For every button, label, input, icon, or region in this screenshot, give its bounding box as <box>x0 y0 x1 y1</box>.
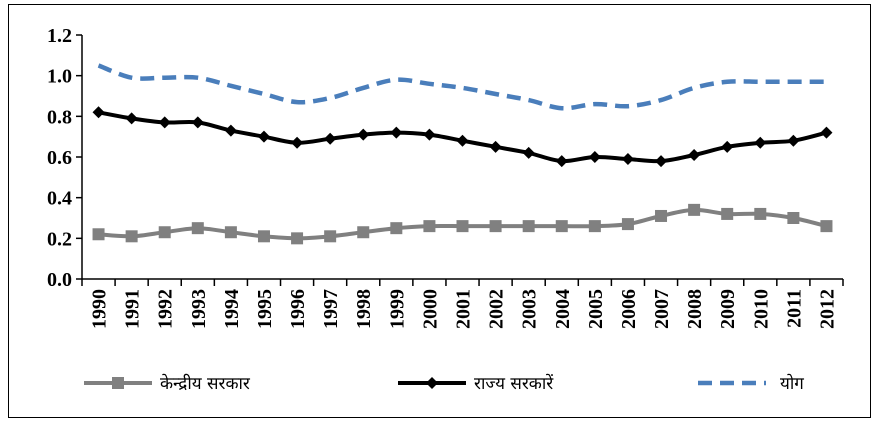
data-point <box>257 130 270 143</box>
data-point <box>787 134 800 147</box>
data-point <box>655 209 668 222</box>
data-point <box>820 126 833 139</box>
y-tick-label: 1.2 <box>47 25 72 47</box>
data-point <box>489 140 502 153</box>
data-point <box>721 207 734 220</box>
data-point <box>522 220 535 233</box>
legend-marker <box>112 377 124 389</box>
data-point <box>324 230 337 243</box>
data-point <box>621 153 634 166</box>
x-tick-label: 1996 <box>287 289 309 329</box>
data-point <box>224 124 237 137</box>
series-central-govt <box>92 203 833 245</box>
data-point <box>820 220 833 233</box>
legend-label: योग <box>780 373 804 394</box>
x-tick-label: 2007 <box>651 289 673 329</box>
data-point <box>390 222 403 235</box>
data-point <box>621 218 634 231</box>
data-point <box>224 226 237 239</box>
x-tick-label: 2000 <box>419 289 441 329</box>
data-point <box>291 136 304 149</box>
data-point <box>423 128 436 141</box>
data-point <box>555 220 568 233</box>
x-tick-label: 2002 <box>486 289 508 329</box>
data-point <box>357 128 370 141</box>
data-point <box>787 212 800 224</box>
x-tick-label: 2006 <box>618 289 640 329</box>
data-point <box>688 148 701 161</box>
legend-item-state-govts: राज्य सरकारें <box>398 373 554 394</box>
x-tick-label: 1990 <box>89 289 111 329</box>
x-tick-label: 2004 <box>552 289 574 329</box>
legend-item-central-govt: केन्द्रीय सरकार <box>84 373 251 394</box>
data-point <box>324 132 337 145</box>
data-point <box>555 155 568 168</box>
x-tick-label: 1991 <box>122 289 144 329</box>
data-point <box>158 226 171 239</box>
x-tick-label: 2003 <box>519 289 541 329</box>
series-layer <box>92 63 833 245</box>
x-tick-label: 1997 <box>320 289 342 329</box>
data-point <box>125 112 138 125</box>
x-tick-label: 1998 <box>353 289 375 329</box>
x-tick-label: 1993 <box>188 289 210 329</box>
data-point <box>721 140 734 153</box>
data-point <box>357 226 370 239</box>
data-point <box>423 220 436 233</box>
data-point <box>588 151 601 163</box>
axes: 0.0 0.2 0.4 0.6 0.8 1.0 1.2 1990 1991 1992 1993 199… <box>47 25 844 329</box>
data-point <box>291 232 304 245</box>
legend: केन्द्रीय सरकार राज्य सरकारें योग <box>84 373 804 394</box>
legend-label: राज्य सरकारें <box>474 373 554 394</box>
data-point <box>655 155 668 168</box>
x-tick-label: 1995 <box>254 289 276 329</box>
data-point <box>456 134 469 147</box>
y-tick-label: 0.4 <box>47 188 72 210</box>
data-point <box>191 222 204 235</box>
data-point <box>588 220 601 233</box>
data-point <box>125 230 138 243</box>
data-point <box>688 203 701 216</box>
data-point <box>456 220 469 233</box>
y-tick-label: 0.0 <box>47 269 72 291</box>
data-point <box>92 106 105 119</box>
x-tick-label: 2009 <box>717 289 739 329</box>
legend-marker <box>426 377 438 389</box>
data-point <box>257 230 270 243</box>
x-tick-label: 2011 <box>783 289 805 328</box>
x-tick-label: 2005 <box>585 289 607 329</box>
series-line <box>97 63 827 111</box>
data-point <box>754 207 767 220</box>
data-point <box>92 228 105 241</box>
x-tick-label: 2010 <box>750 289 772 329</box>
x-tick-label: 1999 <box>386 289 408 329</box>
legend-label: केन्द्रीय सरकार <box>160 373 251 394</box>
y-tick-label: 1.0 <box>47 66 72 88</box>
series-state-govts <box>92 106 833 168</box>
y-tick-label: 0.8 <box>47 106 72 128</box>
data-point <box>158 116 171 129</box>
x-tick-label: 2008 <box>684 289 706 329</box>
x-tick-label: 2012 <box>816 289 838 329</box>
legend-item-total: योग <box>698 373 804 394</box>
y-tick-label: 0.2 <box>47 228 72 250</box>
y-tick-label: 0.6 <box>47 147 72 169</box>
series-total <box>97 63 827 111</box>
x-tick-label: 1994 <box>221 289 243 329</box>
x-tick-label: 1992 <box>155 289 177 329</box>
data-point <box>191 116 204 129</box>
data-point <box>390 126 403 139</box>
data-point <box>489 220 502 233</box>
data-point <box>754 136 767 149</box>
data-point <box>522 146 535 159</box>
x-tick-label: 2001 <box>453 289 475 329</box>
